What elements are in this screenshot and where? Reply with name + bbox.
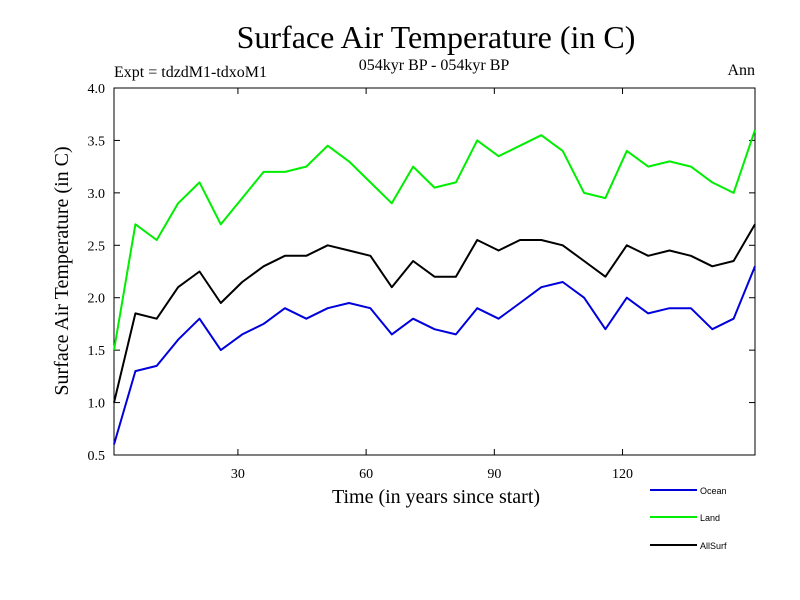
chart-subtitle-left: Expt = tdzdM1-tdxoM1 (114, 64, 267, 81)
y-tick-label: 1.0 (88, 397, 106, 412)
y-tick-label: 2.0 (88, 292, 106, 307)
legend-label-land: Land (700, 513, 720, 523)
y-tick-label: 4.0 (88, 82, 106, 97)
chart-title: Surface Air Temperature (in C) (237, 19, 636, 55)
y-tick-label: 1.5 (88, 344, 106, 359)
y-tick-label: 3.5 (88, 134, 106, 149)
x-axis-label: Time (in years since start) (332, 486, 540, 508)
legend-label-allsurf: AllSurf (700, 541, 727, 551)
y-tick-label: 0.5 (88, 449, 106, 464)
chart-subtitle-right: Ann (727, 62, 755, 79)
x-tick-label: 90 (487, 467, 501, 482)
series-line-allsurf (113, 223, 756, 403)
plot-area: 0.5 1.0 1.5 2.0 2.5 3.0 3.5 4.0 30 60 90 120 (88, 82, 756, 482)
plot-frame (113, 87, 756, 456)
x-tick-label: 30 (231, 467, 245, 482)
chart-subtitle-center: 054kyr BP - 054kyr BP (359, 57, 510, 74)
y-tick-label: 3.0 (88, 187, 106, 202)
x-tick-label: 60 (359, 467, 373, 482)
y-tick-label: 2.5 (88, 239, 106, 254)
x-tick-label: 120 (612, 467, 633, 482)
series-line-land (113, 129, 756, 351)
legend-label-ocean: Ocean (700, 486, 727, 496)
legend: Ocean Land AllSurf (650, 486, 727, 551)
series-line-ocean (113, 265, 756, 445)
y-axis-label: Surface Air Temperature (in C) (51, 146, 73, 395)
